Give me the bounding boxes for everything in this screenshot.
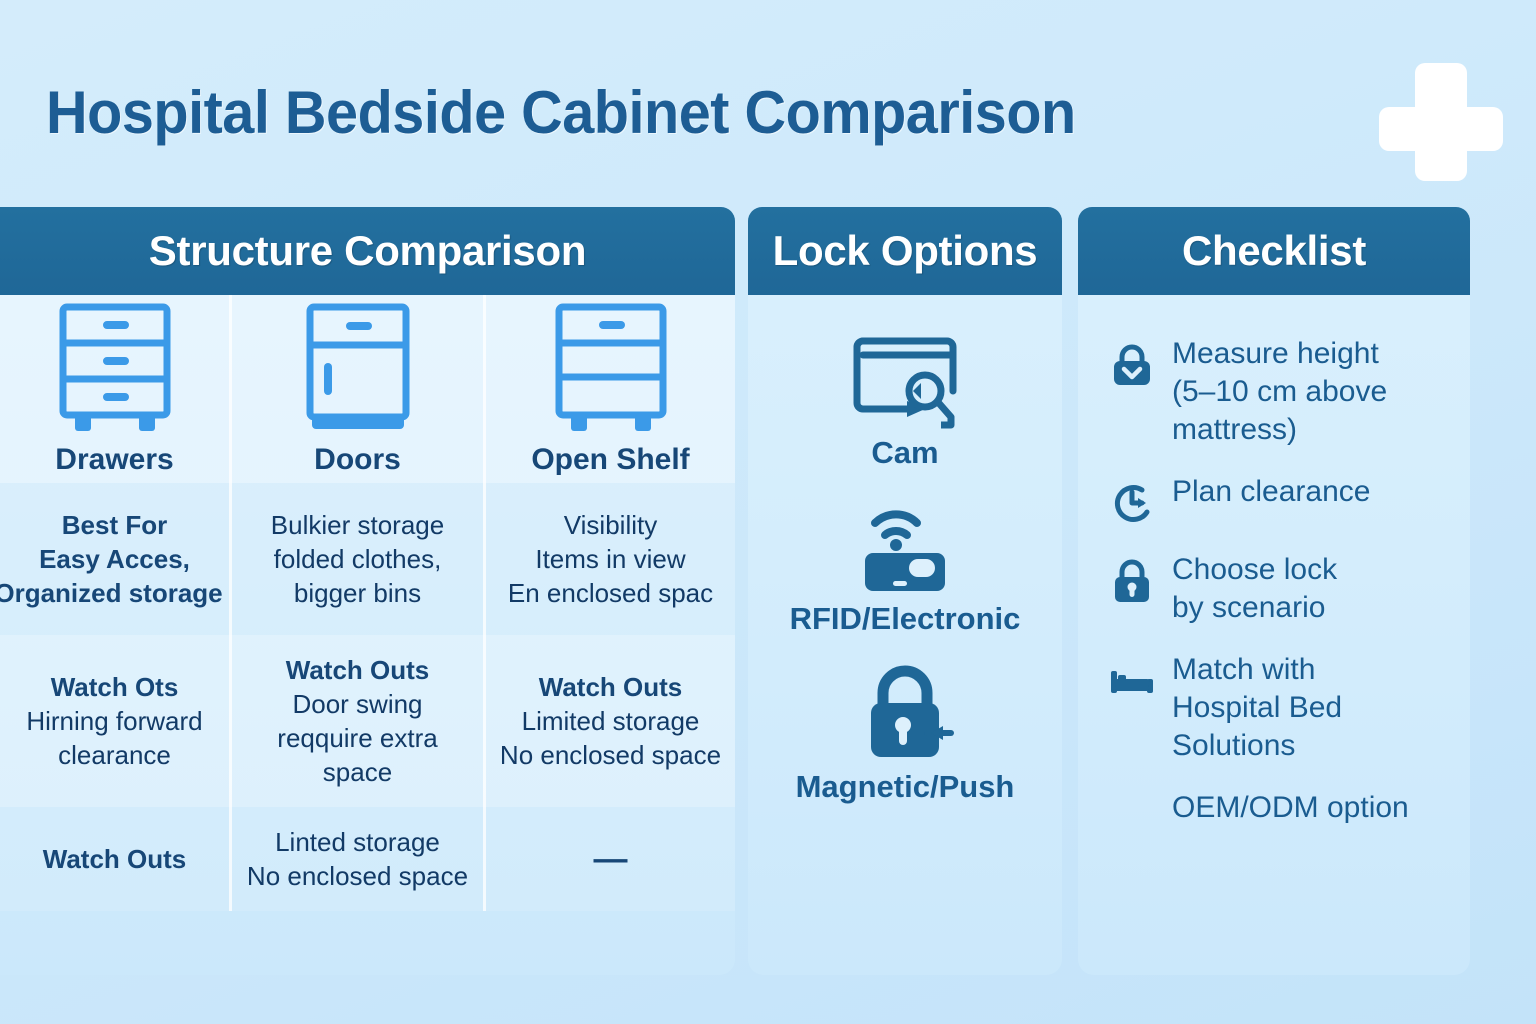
checklist-item[interactable]: OEM/ODM option <box>1108 789 1470 827</box>
text-line: Solutions <box>1172 729 1296 762</box>
text-line: by scenario <box>1172 591 1326 624</box>
text-line: reqquire extra <box>277 723 438 753</box>
text-line: — <box>593 839 628 878</box>
structure-cell-bestfor-drawers: Best For Easy Acces, Organized storage <box>0 483 232 635</box>
text-line: folded clothes, <box>273 544 442 574</box>
text-line: OEM/ODM option <box>1172 791 1409 824</box>
text-line: Measure height <box>1172 337 1379 370</box>
text-line: Plan clearance <box>1172 475 1371 508</box>
text-line: space <box>322 757 393 787</box>
checklist-item-text: Plan clearance <box>1172 473 1470 511</box>
structure-cell-extra-doors: Linted storage No enclosed space <box>232 807 486 911</box>
lock-option-item[interactable]: Cam <box>849 331 961 471</box>
checklist-panel-header: Checklist <box>1078 207 1470 295</box>
door-cabinet-icon <box>306 303 409 429</box>
structure-panel-header: Structure Comparison <box>0 207 735 295</box>
lock-options-panel: Lock Options Cam <box>748 207 1062 975</box>
text-line: Limited storage <box>521 706 700 736</box>
text-line: No enclosed space <box>499 740 722 770</box>
checklist-item[interactable]: Measure height (5–10 cm above mattress) <box>1108 335 1470 449</box>
text-line: Easy Acces, <box>39 544 190 574</box>
structure-cell-bestfor-openshelf: Visibility Items in view En enclosed spa… <box>486 483 735 635</box>
padlock-icon <box>1115 559 1149 602</box>
structure-column-label-drawers: Drawers <box>55 443 174 476</box>
clock-clearance-icon <box>1114 485 1150 523</box>
checklist-item-text: OEM/ODM option <box>1172 789 1470 827</box>
structure-cell-watchouts-doors: Watch Outs Door swing reqquire extra spa… <box>232 635 486 807</box>
lock-options-list: Cam RFID/Electronic <box>748 295 1062 975</box>
structure-cell-extra-drawers: Watch Outs <box>0 807 232 911</box>
text-line: Bulkier storage <box>270 510 445 540</box>
text-line: Watch Outs <box>285 655 430 685</box>
lock-chevron-down-icon <box>1114 344 1150 385</box>
lock-option-label: RFID/Electronic <box>789 601 1021 636</box>
structure-cell-drawers-icon: Drawers <box>0 295 232 483</box>
text-line: Hospital Bed <box>1172 691 1343 724</box>
structure-cell-extra-openshelf: — <box>486 807 735 911</box>
text-line: Hirning forward <box>26 706 203 736</box>
medical-cross-icon <box>1379 63 1503 181</box>
lock-option-label: Cam <box>871 435 939 470</box>
structure-cell-doors-icon: Doors <box>232 295 486 483</box>
checklist-item-text: Measure height (5–10 cm above mattress) <box>1172 335 1470 449</box>
text-line: Choose lock <box>1172 553 1338 586</box>
text-line: Door swing <box>292 689 423 719</box>
structure-cell-openshelf-icon: Open Shelf <box>486 295 735 483</box>
page-title: Hospital Bedside Cabinet Comparison <box>46 79 1076 146</box>
text-line: Watch Outs <box>538 672 683 702</box>
structure-column-label-openshelf: Open Shelf <box>531 443 690 476</box>
hospital-bed-icon <box>1111 671 1153 693</box>
open-shelf-cabinet-icon <box>555 303 666 431</box>
checklist-item-text: Choose lock by scenario <box>1172 551 1470 627</box>
text-line: Items in view <box>535 544 686 574</box>
text-line: bigger bins <box>293 578 422 608</box>
text-line: Visibility <box>563 510 658 540</box>
text-line: Watch Outs <box>42 844 187 874</box>
title-row: Hospital Bedside Cabinet Comparison <box>0 0 1536 205</box>
text-line: mattress) <box>1172 413 1298 446</box>
text-line: Watch Ots <box>50 672 179 702</box>
structure-comparison-panel: Structure Comparison Drawers <box>0 207 735 975</box>
lock-option-item[interactable]: RFID/Electronic <box>789 497 1021 637</box>
text-line: No enclosed space <box>246 861 469 891</box>
structure-cell-bestfor-doors: Bulkier storage folded clothes, bigger b… <box>232 483 486 635</box>
text-line: Match with <box>1172 653 1316 686</box>
checklist-items: Measure height (5–10 cm above mattress) … <box>1078 295 1470 975</box>
checklist-item[interactable]: Plan clearance <box>1108 473 1470 527</box>
structure-cell-watchouts-drawers: Watch Ots Hirning forward clearance <box>0 635 232 807</box>
rfid-wireless-lock-icon <box>864 510 945 591</box>
text-line: Best For <box>61 510 168 540</box>
checklist-panel: Checklist Measure height (5–10 cm above … <box>1078 207 1470 975</box>
text-line: clearance <box>58 740 171 770</box>
text-line: Organized storage <box>0 578 223 608</box>
structure-grid: Drawers Doors <box>0 295 735 975</box>
structure-column-label-doors: Doors <box>314 443 401 476</box>
drawer-cabinet-icon <box>59 303 170 431</box>
text-line: En enclosed spac <box>507 578 714 608</box>
checklist-item[interactable]: Match with Hospital Bed Solutions <box>1108 651 1470 765</box>
structure-cell-watchouts-openshelf: Watch Outs Limited storage No enclosed s… <box>486 635 735 807</box>
card-key-cam-lock-icon <box>853 337 957 429</box>
lock-options-panel-header: Lock Options <box>748 207 1062 295</box>
checklist-item-text: Match with Hospital Bed Solutions <box>1172 651 1470 765</box>
lock-option-label: Magnetic/Push <box>795 769 1015 804</box>
padlock-push-icon <box>870 665 954 757</box>
text-line: Linted storage <box>275 827 440 857</box>
checklist-item[interactable]: Choose lock by scenario <box>1108 551 1470 627</box>
text-line: (5–10 cm above <box>1172 375 1388 408</box>
lock-option-item[interactable]: Magnetic/Push <box>795 663 1015 805</box>
